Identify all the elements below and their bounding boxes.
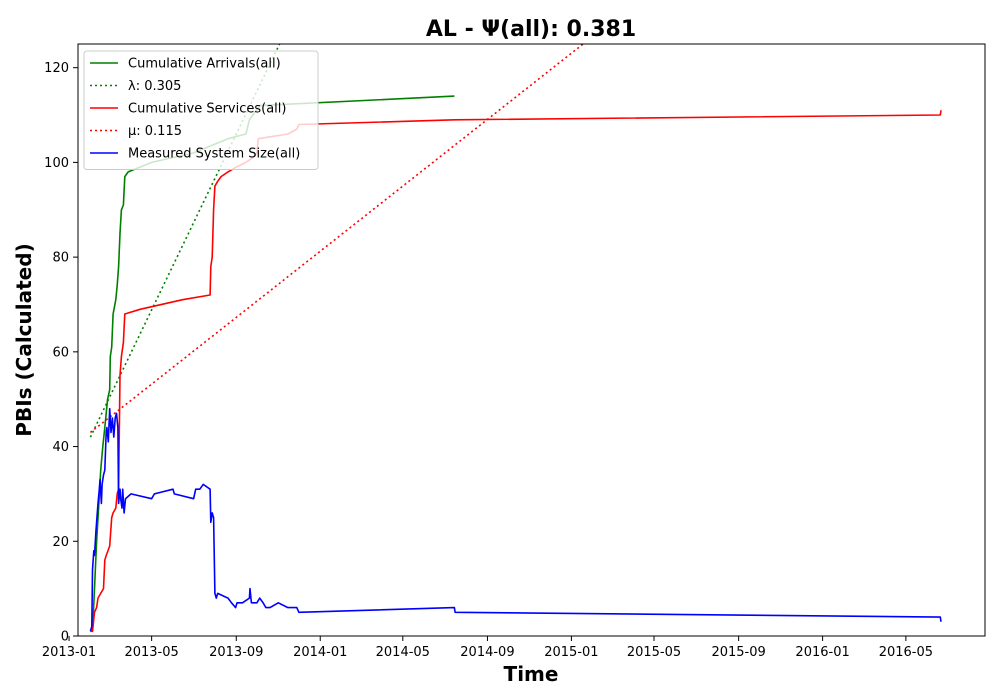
legend-label: Measured System Size(all) [128,147,300,162]
x-tick-label: 2014-09 [460,645,514,660]
x-tick-label: 2013-05 [124,645,178,660]
x-tick-label: 2014-01 [293,645,347,660]
x-tick-label: 2015-05 [627,645,681,660]
legend-label: Cumulative Services(all) [128,102,286,117]
x-tick-label: 2016-05 [879,645,933,660]
y-tick-label: 0 [61,630,69,645]
x-tick-label: 2015-09 [711,645,765,660]
x-tick-label: 2013-09 [209,645,263,660]
x-axis-label: Time [504,662,559,686]
y-axis-label: PBIs (Calculated) [12,243,36,436]
y-tick-label: 120 [44,61,69,76]
y-tick-label: 100 [44,156,69,171]
x-tick-label: 2013-01 [42,645,96,660]
x-tick-label: 2014-05 [376,645,430,660]
y-tick-label: 60 [52,345,69,360]
y-tick-label: 80 [52,251,69,266]
legend-label: Cumulative Arrivals(all) [128,57,281,72]
legend: Cumulative Arrivals(all) λ: 0.305 Cumulati… [84,51,318,170]
x-tick-label: 2016-01 [795,645,849,660]
legend-label: λ: 0.305 [128,79,181,94]
x-tick-label: 2015-01 [544,645,598,660]
y-tick-label: 40 [52,440,69,455]
chart-title: AL - Ψ(all): 0.381 [426,17,636,42]
legend-label: μ: 0.115 [128,124,182,139]
y-tick-label: 20 [52,535,69,550]
